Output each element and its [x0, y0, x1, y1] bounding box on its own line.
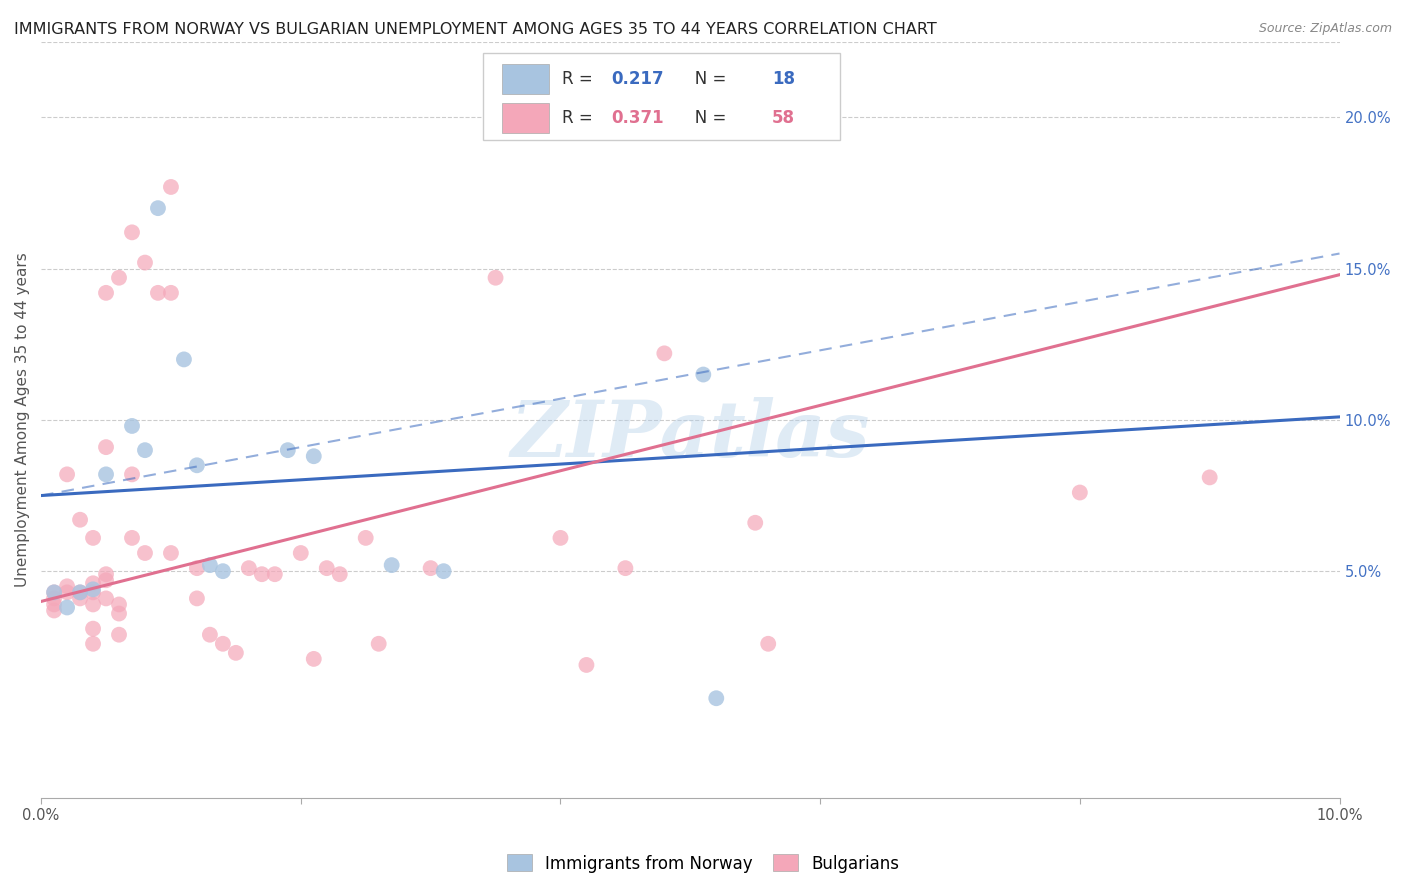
Point [82, 598, 104, 612]
Point [419, 561, 441, 575]
Point [381, 558, 404, 573]
Point [173, 352, 195, 367]
Legend: Immigrants from Norway, Bulgarians: Immigrants from Norway, Bulgarians [501, 847, 905, 880]
Point [82, 622, 104, 636]
Point [69, 585, 91, 599]
Point [302, 652, 325, 666]
Text: N =: N = [679, 109, 731, 128]
Point [198, 628, 221, 642]
Text: R =: R = [562, 70, 598, 87]
Point [108, 270, 131, 285]
Point [302, 449, 325, 463]
Text: Source: ZipAtlas.com: Source: ZipAtlas.com [1258, 22, 1392, 36]
Point [69, 585, 91, 599]
Point [263, 567, 285, 582]
Point [82, 585, 104, 599]
Text: 18: 18 [772, 70, 796, 87]
Point [82, 637, 104, 651]
Point [433, 564, 456, 578]
Point [42, 591, 65, 606]
Point [121, 419, 143, 434]
Point [56, 467, 79, 482]
Point [614, 561, 637, 575]
Point [744, 516, 766, 530]
Point [94, 285, 117, 300]
Text: ZIPatlas: ZIPatlas [510, 397, 870, 474]
Point [315, 561, 337, 575]
Point [94, 440, 117, 454]
Point [134, 443, 156, 458]
Point [290, 546, 312, 560]
Point [146, 285, 169, 300]
Text: R =: R = [562, 109, 598, 128]
Point [42, 585, 65, 599]
Point [329, 567, 352, 582]
Point [108, 628, 131, 642]
Point [1069, 485, 1091, 500]
Point [238, 561, 260, 575]
Point [69, 513, 91, 527]
Point [94, 567, 117, 582]
Point [250, 567, 273, 582]
Text: 58: 58 [772, 109, 796, 128]
Point [704, 691, 727, 706]
Point [367, 637, 389, 651]
Point [121, 225, 143, 239]
Text: IMMIGRANTS FROM NORWAY VS BULGARIAN UNEMPLOYMENT AMONG AGES 35 TO 44 YEARS CORRE: IMMIGRANTS FROM NORWAY VS BULGARIAN UNEM… [14, 22, 936, 37]
Y-axis label: Unemployment Among Ages 35 to 44 years: Unemployment Among Ages 35 to 44 years [15, 252, 30, 587]
Point [160, 180, 183, 194]
Point [186, 458, 208, 473]
Point [692, 368, 714, 382]
Point [186, 561, 208, 575]
Point [1198, 470, 1220, 484]
Point [94, 591, 117, 606]
Point [108, 607, 131, 621]
Text: 0.371: 0.371 [612, 109, 664, 128]
FancyBboxPatch shape [482, 54, 839, 140]
Point [654, 346, 676, 360]
Text: N =: N = [679, 70, 731, 87]
Point [212, 564, 235, 578]
Point [186, 591, 208, 606]
Point [277, 443, 299, 458]
Point [94, 574, 117, 588]
Point [82, 531, 104, 545]
Point [160, 285, 183, 300]
Point [146, 201, 169, 215]
Point [82, 582, 104, 597]
Point [56, 579, 79, 593]
Point [82, 576, 104, 591]
Point [212, 637, 235, 651]
Point [354, 531, 377, 545]
Point [225, 646, 247, 660]
Point [69, 591, 91, 606]
Point [756, 637, 779, 651]
Point [484, 270, 506, 285]
Point [121, 467, 143, 482]
Point [575, 657, 598, 672]
Point [56, 585, 79, 599]
Point [121, 531, 143, 545]
FancyBboxPatch shape [502, 103, 548, 133]
Point [550, 531, 572, 545]
Point [42, 585, 65, 599]
Point [160, 546, 183, 560]
Point [198, 558, 221, 573]
Point [134, 255, 156, 269]
Point [94, 467, 117, 482]
Point [108, 598, 131, 612]
FancyBboxPatch shape [502, 63, 548, 94]
Point [42, 603, 65, 617]
Point [134, 546, 156, 560]
Text: 0.217: 0.217 [612, 70, 664, 87]
Point [42, 598, 65, 612]
Point [56, 600, 79, 615]
